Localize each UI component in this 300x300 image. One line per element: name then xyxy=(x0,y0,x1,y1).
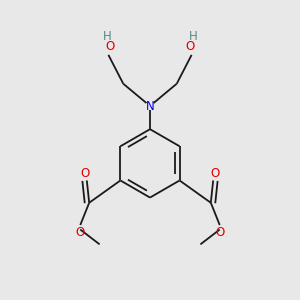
Text: H: H xyxy=(103,30,111,43)
Text: O: O xyxy=(215,226,224,239)
Text: N: N xyxy=(146,100,154,112)
Text: O: O xyxy=(185,40,195,53)
Text: O: O xyxy=(81,167,90,179)
Text: H: H xyxy=(189,30,197,43)
Text: O: O xyxy=(76,226,85,239)
Text: O: O xyxy=(210,167,219,179)
Text: O: O xyxy=(105,40,115,53)
